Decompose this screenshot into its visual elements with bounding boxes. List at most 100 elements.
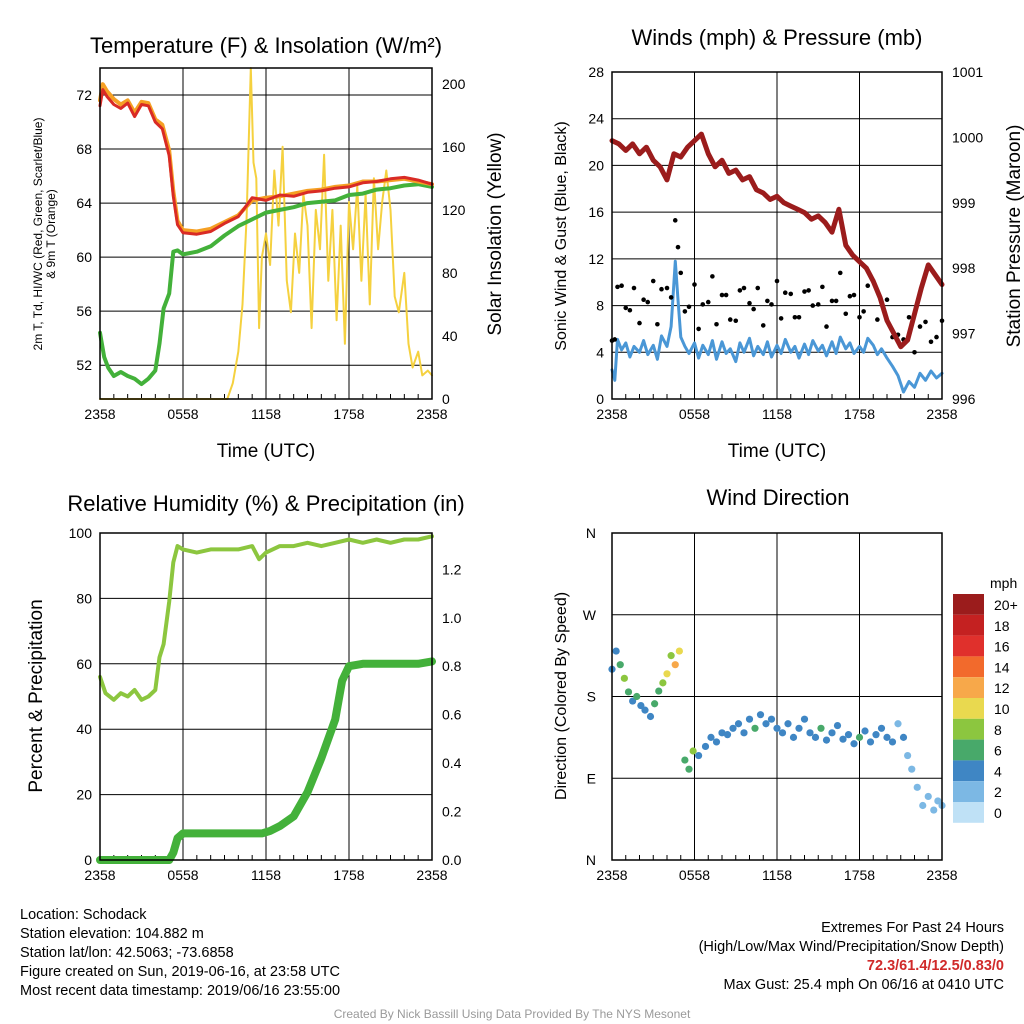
extremes-info: Extremes For Past 24 Hours (High/Low/Max… [699, 919, 1004, 995]
y-tick-label: 28 [588, 64, 604, 80]
temperature-line [98, 88, 434, 236]
gust-point [710, 274, 715, 279]
direction-point [904, 751, 912, 760]
direction-point [908, 765, 916, 773]
gust-point [700, 302, 706, 307]
y2-tick-label: 997 [952, 326, 976, 342]
x-tick-label: 1158 [251, 406, 281, 422]
y-tick-label: N [586, 525, 596, 541]
gust-point [741, 285, 747, 291]
y-tick-label: 24 [588, 111, 604, 127]
gust-point [623, 305, 629, 311]
direction-point [888, 738, 897, 746]
x-tick-label: 0558 [167, 867, 198, 883]
direction-point [924, 792, 932, 801]
x-axis-label: Time (UTC) [217, 441, 316, 462]
humidity-panel: 2358 0558 1158 1758 23580204060801000.00.20.… [26, 491, 465, 883]
gust-point [806, 288, 811, 293]
legend-title: mph [990, 575, 1017, 591]
direction-point [844, 731, 853, 739]
y2-tick-label: 80 [442, 265, 458, 281]
y-tick-label: 20 [76, 787, 92, 803]
gust-point [627, 307, 633, 313]
gust-point [769, 302, 774, 307]
gust-point [847, 293, 853, 299]
gust-point [843, 311, 849, 317]
legend-label: 18 [994, 618, 1010, 634]
y-axis-label: & 9m T (Orange) [44, 189, 58, 279]
direction-point [695, 751, 703, 760]
y-tick-label: E [587, 770, 596, 786]
y2-tick-label: 1.2 [442, 561, 462, 577]
y-tick-label: 52 [76, 357, 92, 373]
direction-point [641, 706, 649, 714]
y2-axis-label-group: Station Pressure (Maroon) [1004, 125, 1024, 348]
y2-axis-label-group: Solar Insolation (Yellow) [485, 132, 506, 335]
y-tick-label: 100 [69, 525, 93, 541]
y-tick-label: 40 [76, 721, 92, 737]
y-axis-label-group: Percent & Precipitation [26, 599, 47, 792]
y-tick-label: 0 [84, 852, 92, 868]
direction-point [651, 700, 659, 708]
legend-swatch [953, 760, 984, 782]
gust-point [833, 298, 839, 304]
x-tick-label: 0558 [167, 406, 198, 422]
direction-point [729, 724, 737, 732]
station-elevation: Station elevation: 104.882 m [20, 926, 204, 942]
gust-point [631, 285, 637, 291]
y2-tick-label: 200 [442, 76, 466, 92]
direction-point [659, 679, 667, 687]
station-location: Location: Schodack [20, 907, 147, 923]
direction-point [675, 647, 683, 655]
y-tick-label: N [586, 852, 596, 868]
gust-point [824, 324, 829, 329]
y-tick-label: 56 [76, 303, 92, 319]
y-axis-label: Percent & Precipitation [26, 599, 47, 792]
station-info: Location: Schodack Station elevation: 10… [20, 906, 340, 1001]
y-axis-label: Direction (Colored By Speed) [553, 592, 570, 800]
gust-point [851, 292, 857, 298]
direction-point [789, 733, 798, 741]
rh-line [98, 534, 434, 702]
direction-point [773, 724, 781, 732]
temperature-panel: 2358 0558 1158 1758 2358 52 56 60 64 68 72 0 40 80 120… [31, 33, 506, 462]
gust-point [727, 317, 733, 322]
direction-point [822, 736, 831, 744]
gust-point [655, 321, 660, 327]
direction-point [850, 740, 858, 748]
direction-point [778, 729, 787, 737]
legend-label: 10 [994, 701, 1010, 717]
legend-swatch [953, 739, 984, 761]
y-tick-label: 4 [596, 344, 604, 360]
gust-point [796, 314, 802, 320]
y-tick-label: 80 [76, 590, 92, 606]
x-axis-label: Time (UTC) [728, 441, 827, 462]
y2-tick-label: 998 [952, 260, 976, 276]
gust-point [719, 292, 725, 298]
precip-line [96, 657, 436, 864]
panel-title: Temperature (F) & Insolation (W/m²) [90, 33, 442, 58]
gust-point [782, 290, 788, 296]
direction-point [855, 733, 864, 741]
gust-point [861, 309, 866, 314]
plot-frame [611, 532, 943, 861]
gust-point [692, 282, 697, 287]
gust-point [637, 320, 642, 326]
gust-point [645, 299, 651, 305]
credit-line: Created By Nick Bassill Using Data Provi… [333, 1007, 691, 1021]
legend-swatch [953, 594, 984, 615]
gust-point [659, 286, 664, 292]
y2-tick-label: 0.6 [442, 707, 462, 723]
y2-tick-label: 40 [442, 328, 458, 344]
y-axis-label-group: Sonic Wind & Gust (Blue, Black) [553, 121, 570, 350]
legend-label: 16 [994, 639, 1010, 655]
gust-point [714, 321, 719, 327]
y-axis-label: 2m T, Td, HI/WC (Red, Green, Scarlet/Blu… [31, 118, 45, 351]
gust-point [917, 324, 923, 329]
legend-label: 4 [994, 763, 1002, 779]
extremes-title: Extremes For Past 24 Hours [821, 920, 1004, 936]
gust-point [765, 298, 770, 304]
station-latlon: Station lat/lon: 42.5063; -73.6858 [20, 945, 234, 961]
